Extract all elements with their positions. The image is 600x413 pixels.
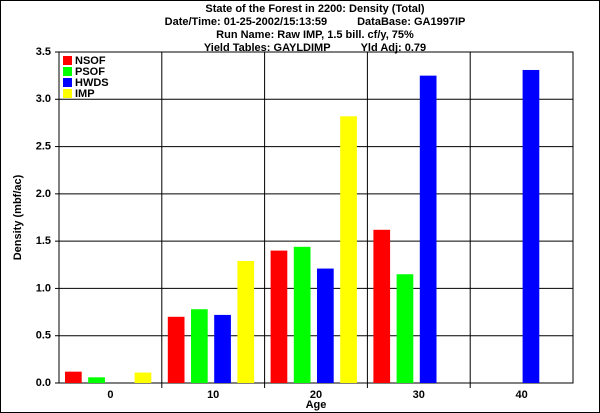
subtitle: Run Name: Raw IMP, 1.5 bill. cf/y, 75% <box>216 29 414 41</box>
legend-label: IMP <box>75 88 95 100</box>
legend-swatch <box>63 89 72 98</box>
bar <box>191 309 208 383</box>
bar <box>270 250 288 383</box>
legend-label: NSOF <box>75 55 106 67</box>
legend-swatch <box>63 78 72 87</box>
bar <box>65 371 82 383</box>
x-tick-label: 40 <box>515 389 527 401</box>
y-tick-label: 2.5 <box>36 140 51 152</box>
y-tick-label: 1.0 <box>36 282 51 294</box>
chart-title: State of the Forest in 2200: Density (To… <box>205 3 425 15</box>
y-tick-label: 2.0 <box>36 188 51 200</box>
bar <box>88 377 105 383</box>
legend-label: PSOF <box>75 66 105 78</box>
legend-swatch <box>63 56 72 65</box>
bar <box>237 261 255 383</box>
subtitle-part: DataBase: GA1997IP <box>357 16 465 28</box>
bar <box>214 314 231 383</box>
subtitle-part: Yld Adj: 0.79 <box>361 42 427 54</box>
bar <box>134 372 152 383</box>
x-tick-label: 0 <box>107 389 113 401</box>
bar <box>340 116 357 384</box>
y-tick-label: 3.0 <box>36 93 51 105</box>
subtitle-part: Date/Time: 01-25-2002/15:13:59 <box>165 16 327 28</box>
bar <box>396 274 414 383</box>
subtitle: Yield Tables: GAYLDIMP Yld Adj: 0.79 <box>204 42 426 54</box>
subtitle-part: Yield Tables: GAYLDIMP <box>204 42 331 54</box>
y-tick-label: 0.5 <box>36 330 51 342</box>
y-tick-label: 0.0 <box>36 377 51 389</box>
y-tick-label: 1.5 <box>36 235 51 247</box>
x-tick-label: 10 <box>207 389 219 401</box>
y-axis-label: Density (mbf/ac) <box>12 174 24 260</box>
subtitle-part: Run Name: Raw IMP, 1.5 bill. cf/y, 75% <box>216 29 414 41</box>
bar <box>317 268 334 383</box>
subtitle: Date/Time: 01-25-2002/15:13:59 DataBase: … <box>165 16 466 28</box>
x-tick-label: 30 <box>413 389 425 401</box>
x-tick-label: 20 <box>310 389 322 401</box>
x-axis-label: Age <box>306 399 327 411</box>
bar <box>373 229 391 383</box>
bar <box>167 316 185 383</box>
y-tick-label: 3.5 <box>36 46 51 58</box>
bar <box>522 69 540 384</box>
legend-swatch <box>63 67 72 76</box>
bar <box>293 246 311 383</box>
legend-label: HWDS <box>75 77 109 89</box>
bar <box>419 75 437 384</box>
